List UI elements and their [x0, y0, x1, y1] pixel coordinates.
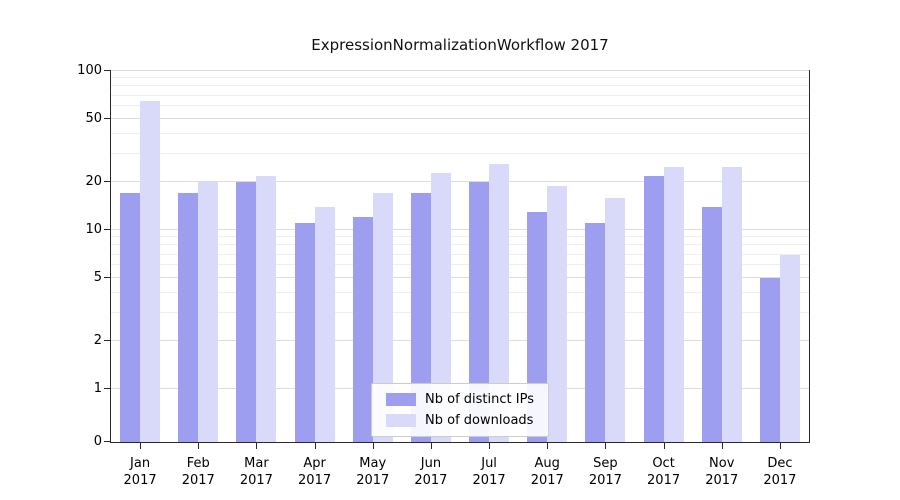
major-gridline — [111, 276, 809, 278]
minor-gridline — [111, 292, 809, 294]
minor-gridline — [111, 105, 809, 107]
y-tick-label: 0 — [93, 434, 102, 449]
bar-distinct-ips — [410, 193, 431, 442]
bar-downloads — [547, 185, 568, 442]
x-tick-mark — [372, 443, 374, 449]
y-tick-mark — [104, 70, 110, 71]
x-tick-label: Nov 2017 — [705, 456, 739, 489]
y-tick-mark — [104, 117, 110, 119]
x-tick-mark — [663, 443, 665, 449]
y-tick-label: 100 — [77, 63, 102, 78]
legend-swatch-distinct-ips — [386, 393, 417, 406]
x-tick-label: Oct 2017 — [647, 456, 681, 489]
bar-distinct-ips — [120, 193, 141, 442]
bar-downloads — [430, 172, 451, 442]
major-gridline — [111, 117, 809, 119]
legend-label-distinct-ips: Nb of distinct IPs — [425, 392, 534, 407]
bar-downloads — [372, 193, 393, 442]
legend-item-downloads: Nb of downloads — [386, 413, 534, 428]
minor-gridline — [111, 312, 809, 314]
x-tick-mark — [198, 443, 200, 449]
minor-gridline — [111, 264, 809, 266]
x-tick-label: Jan 2017 — [123, 456, 157, 489]
x-tick-mark — [547, 443, 549, 449]
x-tick-mark — [140, 443, 142, 449]
major-gridline — [111, 340, 809, 342]
legend: Nb of distinct IPs Nb of downloads — [371, 383, 549, 437]
x-tick-mark — [605, 443, 607, 449]
legend-label-downloads: Nb of downloads — [425, 413, 534, 428]
y-tick-label: 5 — [93, 269, 102, 285]
y-tick-label: 50 — [85, 110, 102, 126]
x-tick-label: Mar 2017 — [239, 456, 273, 489]
bar-downloads — [721, 166, 742, 442]
y-tick-mark — [104, 181, 110, 183]
legend-item-distinct-ips: Nb of distinct IPs — [386, 392, 534, 407]
minor-gridline — [111, 236, 809, 238]
x-tick-label: Aug 2017 — [530, 456, 564, 489]
bar-downloads — [140, 100, 161, 442]
x-tick-mark — [489, 443, 491, 449]
minor-gridline — [111, 94, 809, 96]
bar-downloads — [779, 254, 800, 442]
x-tick-label: Sep 2017 — [588, 456, 622, 489]
x-tick-mark — [256, 443, 258, 449]
x-tick-mark — [779, 443, 781, 449]
x-tick-mark — [314, 443, 316, 449]
bar-distinct-ips — [178, 193, 199, 442]
y-tick-label: 2 — [93, 333, 102, 349]
y-tick-mark — [104, 441, 110, 442]
major-gridline — [111, 181, 809, 183]
minor-gridline — [111, 153, 809, 155]
minor-gridline — [111, 253, 809, 255]
y-tick-mark — [104, 229, 110, 230]
chart-title: ExpressionNormalizationWorkflow 2017 — [311, 36, 609, 54]
major-gridline — [111, 70, 809, 71]
y-tick-label: 1 — [93, 381, 102, 396]
y-tick-mark — [104, 388, 110, 389]
bar-downloads — [663, 166, 684, 442]
y-tick-label: 20 — [85, 174, 102, 190]
bar-distinct-ips — [701, 206, 722, 442]
bar-distinct-ips — [236, 182, 257, 442]
major-gridline — [111, 229, 809, 230]
minor-gridline — [111, 77, 809, 79]
bar-downloads — [256, 175, 277, 442]
x-tick-label: Jul 2017 — [472, 456, 506, 489]
x-tick-mark — [721, 443, 723, 449]
plot-area: Nb of distinct IPs Nb of downloads 0 1 2 5 1… — [77, 63, 810, 488]
legend-swatch-downloads — [386, 414, 417, 427]
bar-distinct-ips — [294, 223, 315, 442]
x-tick-label: May 2017 — [356, 456, 390, 489]
bar-downloads — [605, 197, 626, 442]
x-tick-label: Dec 2017 — [763, 456, 797, 489]
minor-gridline — [111, 244, 809, 246]
bar-distinct-ips — [643, 175, 664, 442]
bar-downloads — [489, 164, 510, 442]
y-tick-mark — [104, 340, 110, 342]
minor-gridline — [111, 133, 809, 135]
x-tick-mark — [430, 443, 432, 449]
x-tick-label: Apr 2017 — [298, 456, 332, 489]
bar-distinct-ips — [352, 217, 373, 442]
y-tick-mark — [104, 276, 110, 278]
minor-gridline — [111, 85, 809, 87]
x-tick-label: Feb 2017 — [181, 456, 215, 489]
bar-downloads — [198, 182, 219, 442]
bar-distinct-ips — [759, 277, 780, 442]
bar-distinct-ips — [585, 223, 606, 442]
y-tick-label: 10 — [85, 222, 102, 237]
x-tick-label: Jun 2017 — [414, 456, 448, 489]
bar-downloads — [314, 206, 335, 442]
bar-distinct-ips — [469, 182, 490, 442]
